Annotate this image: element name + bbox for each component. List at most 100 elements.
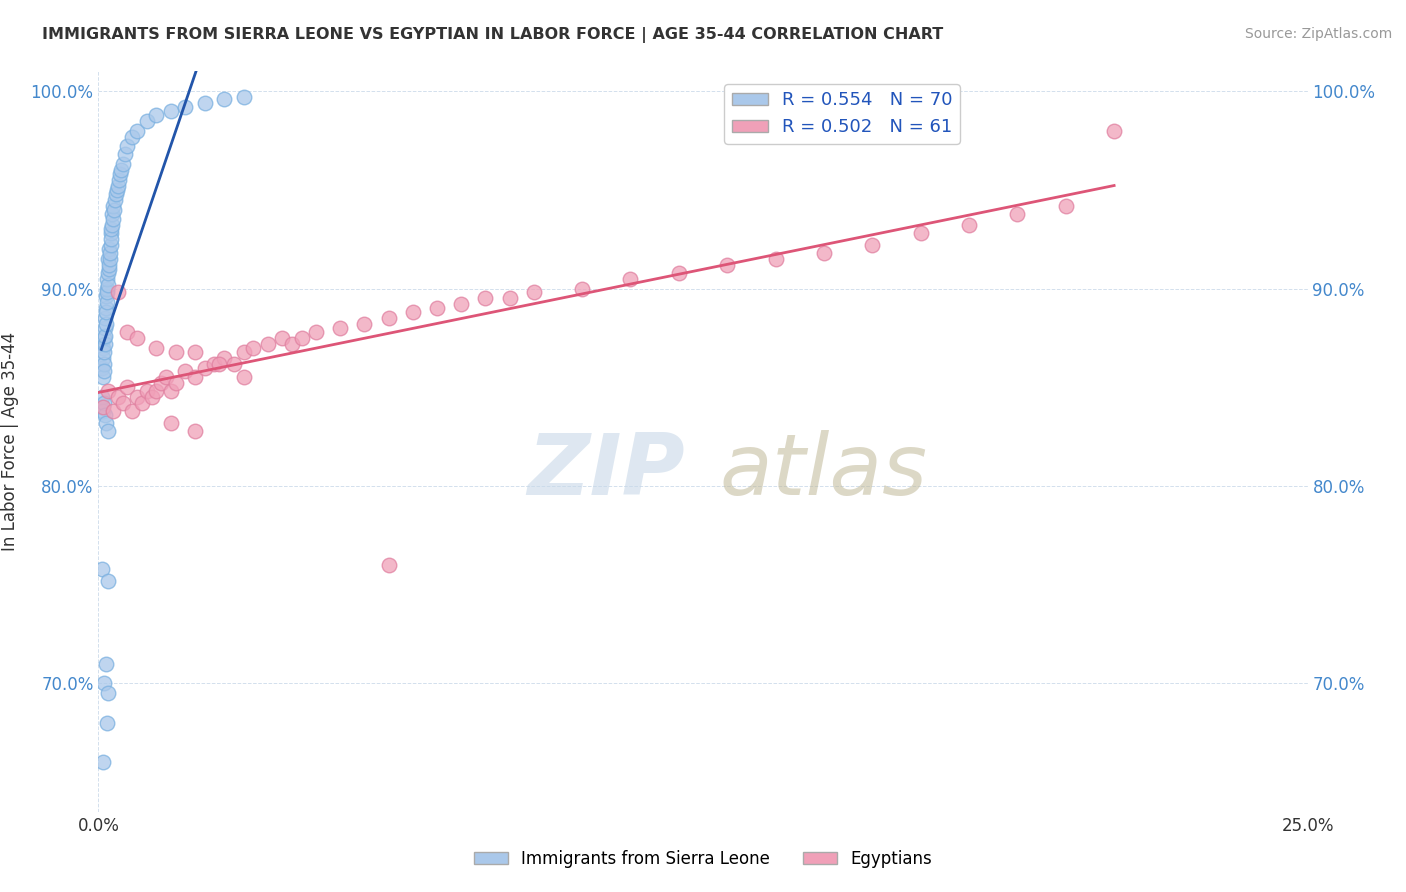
Point: [160, 416, 183, 430]
Point: [100, 222, 122, 236]
Point: [860, 238, 883, 252]
Point: [127, 390, 149, 404]
Point: [94, 408, 117, 422]
Point: [94, 657, 117, 671]
Point: [93, 321, 115, 335]
Point: [97, 574, 120, 588]
Point: [93, 396, 115, 410]
Point: [93, 344, 115, 359]
Point: [96, 416, 118, 430]
Point: [101, 404, 124, 418]
Text: Source: ZipAtlas.com: Source: ZipAtlas.com: [1244, 27, 1392, 41]
Legend: R = 0.554   N = 70, R = 0.502   N = 61: R = 0.554 N = 70, R = 0.502 N = 61: [724, 84, 960, 144]
Point: [101, 212, 124, 227]
Point: [571, 281, 593, 295]
Point: [94, 329, 117, 343]
Point: [150, 376, 173, 391]
Point: [117, 380, 139, 394]
Point: [155, 370, 177, 384]
Point: [96, 271, 118, 285]
Point: [100, 226, 122, 240]
Point: [212, 351, 235, 365]
Point: [232, 344, 254, 359]
Point: [290, 331, 312, 345]
Point: [117, 325, 139, 339]
Point: [100, 232, 122, 246]
Point: [668, 266, 690, 280]
Point: [184, 424, 207, 438]
Point: [110, 163, 132, 178]
Point: [93, 364, 115, 378]
Point: [242, 341, 264, 355]
Point: [353, 317, 375, 331]
Point: [1007, 206, 1029, 220]
Point: [114, 147, 136, 161]
Point: [271, 331, 294, 345]
Point: [98, 258, 121, 272]
Point: [97, 266, 120, 280]
Point: [145, 384, 167, 399]
Point: [135, 113, 157, 128]
Point: [165, 376, 187, 391]
Point: [222, 357, 245, 371]
Point: [96, 715, 118, 730]
Point: [131, 396, 153, 410]
Point: [91, 360, 114, 375]
Point: [105, 183, 128, 197]
Point: [97, 424, 120, 438]
Point: [90, 390, 112, 404]
Point: [1054, 199, 1077, 213]
Point: [93, 357, 115, 371]
Point: [377, 311, 399, 326]
Point: [184, 344, 207, 359]
Point: [281, 336, 304, 351]
Point: [91, 404, 114, 418]
Point: [450, 297, 472, 311]
Point: [184, 370, 207, 384]
Point: [90, 400, 112, 414]
Point: [93, 676, 115, 690]
Point: [145, 108, 167, 122]
Y-axis label: In Labor Force | Age 35-44: In Labor Force | Age 35-44: [1, 332, 20, 551]
Point: [91, 756, 114, 770]
Point: [104, 193, 127, 207]
Point: [377, 558, 399, 572]
Point: [96, 281, 118, 295]
Point: [96, 285, 118, 300]
Point: [165, 344, 187, 359]
Point: [208, 357, 231, 371]
Point: [107, 178, 129, 193]
Point: [98, 246, 121, 260]
Point: [498, 292, 520, 306]
Point: [523, 285, 546, 300]
Point: [91, 400, 114, 414]
Point: [93, 331, 115, 345]
Point: [145, 341, 167, 355]
Point: [111, 157, 134, 171]
Point: [305, 325, 328, 339]
Point: [212, 92, 235, 106]
Point: [101, 206, 124, 220]
Point: [716, 258, 738, 272]
Point: [127, 123, 149, 137]
Point: [98, 242, 121, 256]
Point: [957, 219, 980, 233]
Point: [96, 305, 118, 319]
Point: [194, 360, 217, 375]
Point: [107, 285, 129, 300]
Point: [329, 321, 352, 335]
Point: [141, 390, 163, 404]
Point: [107, 390, 129, 404]
Point: [91, 351, 114, 365]
Point: [94, 301, 117, 316]
Point: [93, 336, 115, 351]
Point: [91, 341, 114, 355]
Point: [96, 289, 118, 303]
Point: [96, 295, 118, 310]
Point: [619, 271, 641, 285]
Point: [101, 219, 124, 233]
Point: [1102, 123, 1125, 137]
Point: [135, 384, 157, 399]
Point: [910, 226, 932, 240]
Point: [204, 357, 226, 371]
